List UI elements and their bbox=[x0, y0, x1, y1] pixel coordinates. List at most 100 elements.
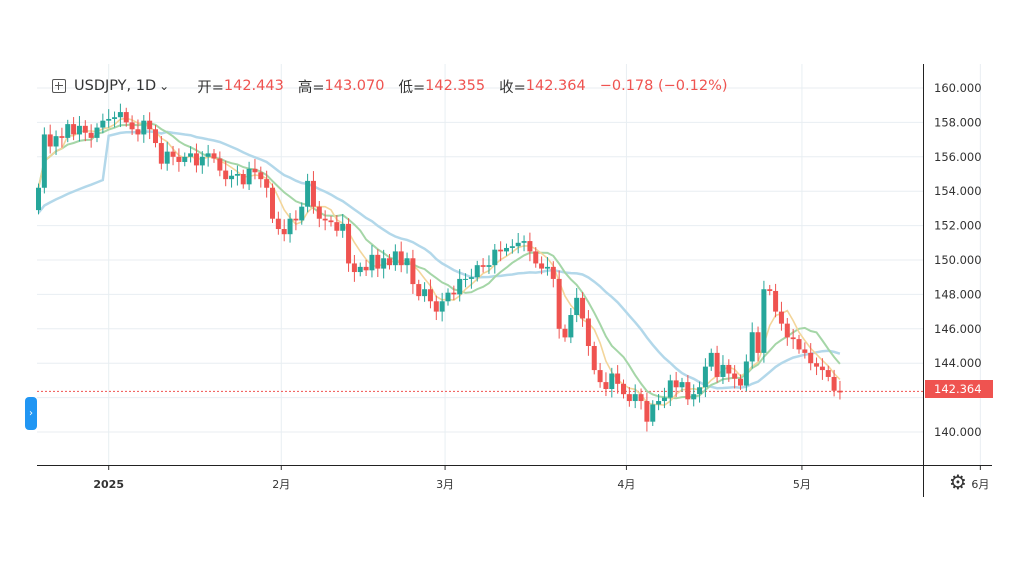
candle-body bbox=[47, 134, 53, 147]
candle-body bbox=[480, 265, 486, 267]
candle-body bbox=[135, 129, 141, 135]
candle-body bbox=[328, 220, 334, 223]
candle-body bbox=[176, 156, 182, 162]
candle-body bbox=[422, 289, 428, 297]
candle-body bbox=[334, 222, 340, 231]
candle-body bbox=[738, 378, 743, 386]
candle-body bbox=[790, 337, 796, 340]
candle-body bbox=[88, 132, 94, 138]
candle-body bbox=[521, 241, 527, 243]
candle-body bbox=[609, 373, 615, 389]
candle-body bbox=[621, 383, 626, 395]
candle-body bbox=[193, 153, 199, 166]
candle-body bbox=[53, 136, 59, 147]
candle-body bbox=[41, 134, 47, 188]
y-tick-label: 160.000 bbox=[934, 81, 982, 95]
candle-body bbox=[673, 380, 679, 388]
candle-body bbox=[340, 223, 346, 231]
candle-body bbox=[270, 187, 275, 219]
candle-body bbox=[761, 289, 767, 353]
candle-body bbox=[129, 122, 135, 130]
close-value: 142.364 bbox=[525, 78, 586, 94]
candle-body bbox=[381, 258, 387, 269]
x-tick-label: 2025 bbox=[93, 478, 124, 491]
candle-body bbox=[591, 346, 597, 371]
y-tick-label: 154.000 bbox=[934, 184, 982, 198]
candle-body bbox=[697, 387, 703, 395]
candle-body bbox=[726, 364, 732, 374]
candle-body bbox=[427, 289, 433, 302]
candle-body bbox=[773, 290, 779, 312]
candle-body bbox=[153, 129, 158, 144]
candle-body bbox=[100, 120, 106, 128]
chevron-right-icon[interactable]: › bbox=[25, 397, 37, 430]
change-value: −0.178 (−0.12%) bbox=[599, 78, 728, 94]
candle-body bbox=[679, 382, 685, 388]
candle-body bbox=[36, 187, 41, 211]
candle-body bbox=[468, 277, 474, 279]
candle-body bbox=[603, 382, 609, 389]
candle-body bbox=[837, 390, 843, 393]
x-tick-label: 5月 bbox=[793, 478, 811, 491]
candle-body bbox=[585, 318, 591, 346]
candle-body bbox=[544, 266, 550, 269]
candle-body bbox=[387, 258, 392, 266]
candle-body bbox=[661, 397, 667, 402]
close-label: 收= bbox=[499, 79, 526, 96]
candle-body bbox=[246, 168, 252, 185]
candle-body bbox=[550, 266, 556, 279]
candle-body bbox=[539, 263, 545, 269]
candle-body bbox=[515, 242, 521, 247]
candle-body bbox=[351, 263, 357, 273]
candle-body bbox=[94, 127, 100, 138]
candle-body bbox=[463, 278, 469, 280]
candle-body bbox=[310, 180, 316, 207]
candle-body bbox=[580, 297, 586, 319]
candle-body bbox=[533, 251, 539, 264]
y-tick-label: 150.000 bbox=[934, 253, 982, 267]
plus-square-icon[interactable] bbox=[52, 79, 66, 93]
candle-body bbox=[498, 249, 504, 252]
candle-body bbox=[650, 404, 656, 422]
candle-body bbox=[223, 170, 229, 180]
candle-body bbox=[755, 332, 761, 353]
candle-body bbox=[808, 352, 814, 364]
candle-body bbox=[305, 180, 311, 207]
candle-body bbox=[240, 174, 246, 185]
y-tick-label: 140.000 bbox=[934, 425, 982, 439]
candle-body bbox=[778, 311, 784, 324]
open-label: 开= bbox=[197, 79, 224, 96]
candle-body bbox=[732, 373, 738, 379]
candle-body bbox=[404, 258, 410, 266]
candle-body bbox=[445, 292, 451, 302]
high-label: 高= bbox=[297, 79, 325, 96]
candle-body bbox=[504, 247, 509, 252]
high-value: 143.070 bbox=[324, 78, 385, 94]
low-label: 低= bbox=[398, 79, 426, 96]
candle-body bbox=[644, 401, 650, 422]
candle-body bbox=[123, 112, 129, 123]
candle-body bbox=[819, 366, 825, 371]
y-tick-label: 152.000 bbox=[934, 219, 982, 233]
candle-body bbox=[749, 332, 755, 362]
candle-body bbox=[509, 246, 515, 248]
y-tick-label: 146.000 bbox=[934, 322, 982, 336]
symbol-label[interactable]: USDJPY, 1D bbox=[74, 78, 157, 94]
ma-mid-line bbox=[37, 122, 841, 400]
gear-icon[interactable]: ⚙ bbox=[949, 470, 967, 494]
candle-body bbox=[82, 125, 88, 133]
candle-body bbox=[831, 376, 837, 391]
candle-body bbox=[767, 289, 773, 291]
candle-body bbox=[217, 158, 223, 171]
candle-body bbox=[357, 266, 363, 273]
moving-averages bbox=[37, 117, 841, 407]
candle-body bbox=[205, 153, 211, 157]
candle-body bbox=[451, 292, 457, 295]
candle-body bbox=[562, 328, 568, 338]
candle-body bbox=[656, 401, 662, 405]
chevron-down-icon[interactable]: ⌄ bbox=[159, 79, 170, 93]
candle-body bbox=[258, 172, 264, 180]
candle-body bbox=[281, 229, 287, 235]
candle-body bbox=[287, 218, 293, 235]
